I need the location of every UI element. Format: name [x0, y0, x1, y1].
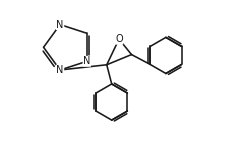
Text: N: N [83, 56, 91, 66]
Text: O: O [115, 34, 123, 44]
Text: N: N [56, 20, 64, 30]
Text: N: N [56, 65, 64, 75]
